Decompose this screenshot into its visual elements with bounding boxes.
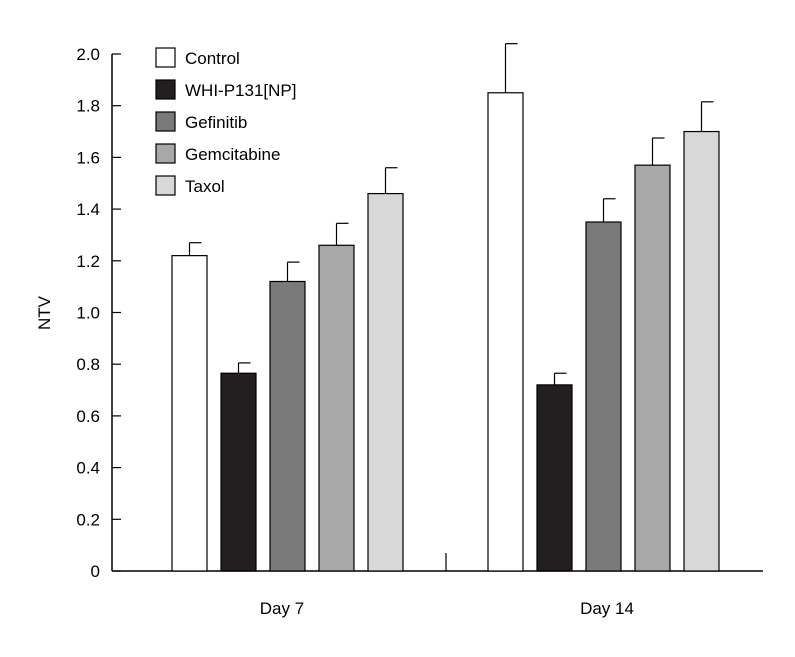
legend-label-4: Taxol bbox=[185, 177, 225, 196]
y-tick-label-6: 1.2 bbox=[76, 252, 100, 271]
legend-swatch-2 bbox=[155, 111, 176, 132]
bar-taxol-0 bbox=[367, 192, 404, 572]
y-tick-label-7: 1.4 bbox=[76, 200, 100, 219]
y-axis: 0 0.2 0.4 0.6 0.8 1.0 1.2 1.4 1.6 1.8 2.0 bbox=[76, 45, 121, 581]
bar-taxol-1 bbox=[683, 130, 720, 572]
y-tick-label-9: 1.8 bbox=[76, 97, 100, 116]
bar-control-1 bbox=[487, 92, 524, 572]
y-tick-label-4: 0.8 bbox=[76, 355, 100, 374]
legend-label-2: Gefinitib bbox=[185, 113, 247, 132]
legend-label-3: Gemcitabine bbox=[185, 145, 280, 164]
y-tick-label-2: 0.4 bbox=[76, 459, 100, 478]
legend-swatch-4 bbox=[155, 175, 176, 196]
bar-gemcitabine-0 bbox=[318, 244, 355, 572]
legend-swatch-0 bbox=[155, 47, 176, 68]
legend-label-1: WHI-P131[NP] bbox=[185, 81, 296, 100]
y-tick-label-0: 0 bbox=[91, 562, 100, 581]
x-category-label-1: Day 14 bbox=[580, 599, 634, 618]
x-category-label-0: Day 7 bbox=[260, 599, 304, 618]
y-tick-label-1: 0.2 bbox=[76, 510, 100, 529]
bar-gefinitib-1 bbox=[585, 221, 622, 572]
y-tick-label-10: 2.0 bbox=[76, 45, 100, 64]
legend-label-0: Control bbox=[185, 49, 240, 68]
y-tick-label-3: 0.6 bbox=[76, 407, 100, 426]
y-tick-label-5: 1.0 bbox=[76, 304, 100, 323]
y-tick-label-8: 1.6 bbox=[76, 148, 100, 167]
bar-whi-p131-np--0 bbox=[220, 372, 257, 572]
legend-swatch-1 bbox=[155, 79, 176, 100]
bar-gemcitabine-1 bbox=[634, 164, 671, 572]
y-axis-title: NTV bbox=[35, 295, 54, 330]
bars bbox=[171, 43, 720, 572]
bar-control-0 bbox=[171, 255, 208, 572]
legend: Control WHI-P131[NP] Gefinitib Gemcitabine T… bbox=[155, 47, 296, 196]
bar-whi-p131-np--1 bbox=[536, 384, 573, 572]
bar-gefinitib-0 bbox=[269, 280, 306, 572]
legend-swatch-3 bbox=[155, 143, 176, 164]
